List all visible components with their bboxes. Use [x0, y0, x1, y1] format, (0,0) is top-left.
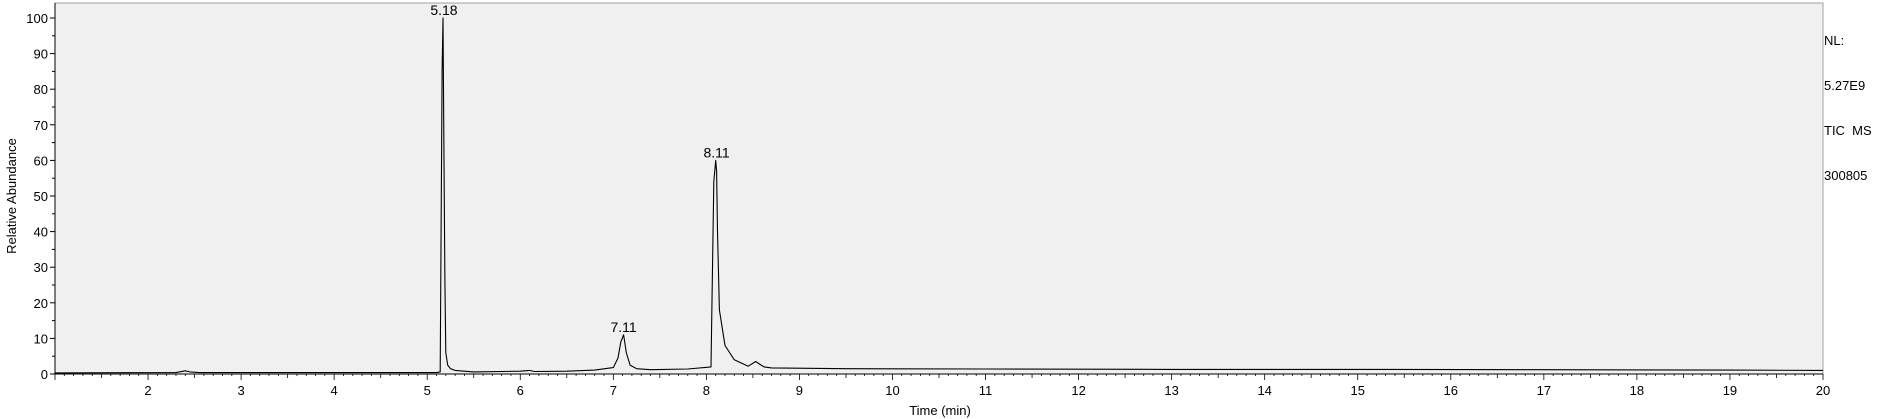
x-tick-label: 10 [885, 383, 899, 398]
x-tick-label: 7 [610, 383, 617, 398]
x-tick-label: 18 [1630, 383, 1644, 398]
y-tick-label: 100 [26, 11, 48, 26]
x-tick-label: 17 [1537, 383, 1551, 398]
y-tick-label: 50 [34, 189, 48, 204]
x-tick-label: 11 [979, 383, 993, 398]
x-tick-label: 2 [144, 383, 151, 398]
x-tick-label: 9 [796, 383, 803, 398]
x-tick-label: 16 [1444, 383, 1458, 398]
series-layer [54, 17, 1824, 374]
x-tick-label: 14 [1257, 383, 1271, 398]
x-tick-label: 13 [1164, 383, 1178, 398]
y-tick-label: 60 [34, 153, 48, 168]
x-tick-label: 12 [1071, 383, 1085, 398]
x-tick-label: 8 [703, 383, 710, 398]
x-tick-label: 15 [1351, 383, 1365, 398]
x-axis-title: Time (min) [909, 403, 971, 418]
y-tick-label: 40 [34, 225, 48, 240]
y-tick-label: 80 [34, 82, 48, 97]
peak-annotations: 5.18 7.11 8.11 [430, 2, 730, 335]
y-tick-label: 70 [34, 118, 48, 133]
y-tick-label: 90 [34, 47, 48, 62]
sample-id: 300805 [1824, 168, 1868, 183]
y-tick-label: 30 [34, 260, 48, 275]
peak-label: 8.11 [703, 144, 729, 160]
x-tick-label: 3 [237, 383, 244, 398]
x-tick-label: 5 [424, 383, 431, 398]
tic-trace [54, 17, 1824, 374]
detector-label: TIC MS [1824, 123, 1872, 138]
peak-label: 7.11 [610, 319, 636, 335]
x-tick-label: 4 [331, 383, 338, 398]
y-tick-label: 20 [34, 296, 48, 311]
y-tick-label: 0 [41, 367, 48, 382]
x-axis: 2 3 4 5 6 7 8 9 10 11 12 13 14 15 16 17 18 19 20 [54, 374, 1830, 398]
plot-area-background [55, 3, 1823, 374]
y-tick-label: 10 [34, 331, 48, 346]
x-tick-label: 6 [517, 383, 524, 398]
peak-label: 5.18 [430, 2, 457, 18]
y-axis: 0 10 20 30 40 50 60 70 80 90 100 [26, 11, 55, 382]
acquisition-info: NL: 5.27E9 TIC MS 300805 [1824, 3, 1872, 198]
x-tick-label: 19 [1723, 383, 1737, 398]
x-tick-label: 20 [1816, 383, 1830, 398]
nl-label: NL: [1824, 33, 1845, 48]
y-axis-title: Relative Abundance [4, 138, 19, 254]
nl-value: 5.27E9 [1824, 78, 1866, 93]
